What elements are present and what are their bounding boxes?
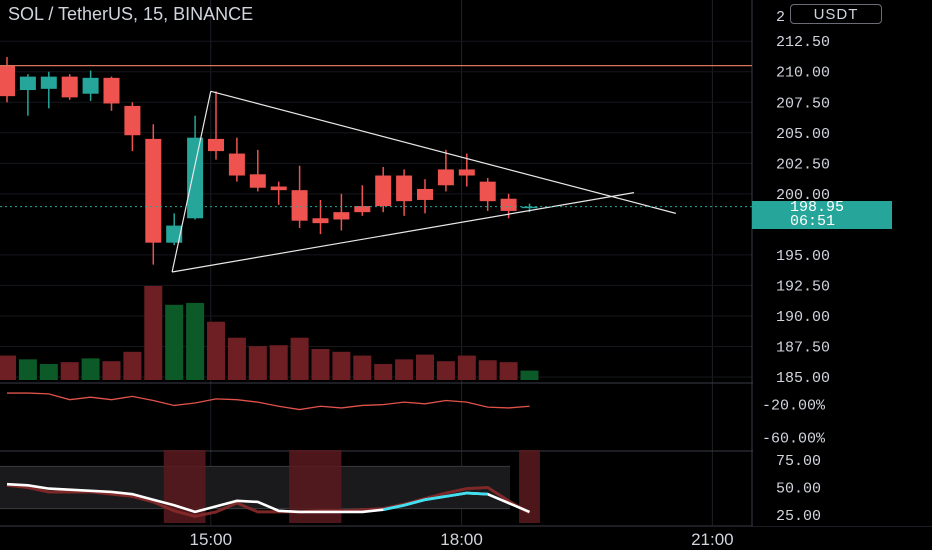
volume-bar — [81, 358, 100, 380]
volume-bar — [165, 304, 184, 380]
candle-body — [103, 77, 120, 104]
currency-button[interactable]: USDT — [790, 4, 882, 24]
candle-body — [437, 169, 454, 186]
candle-body — [375, 175, 392, 207]
volume-bar — [248, 346, 267, 380]
candle-body — [333, 212, 350, 220]
volume-bar — [457, 355, 476, 380]
price-axis-label: 205.00 — [776, 126, 830, 143]
price-axis-label: 187.50 — [776, 339, 830, 356]
volume-bar — [290, 337, 309, 380]
volume-bar — [311, 348, 330, 380]
volume-bar — [186, 302, 205, 380]
time-axis[interactable]: 15:00 18:00 21:00 — [190, 530, 734, 549]
candle-body — [521, 206, 538, 209]
volume-bar — [39, 364, 58, 380]
time-axis-label: 21:00 — [691, 530, 734, 549]
volume-bar — [395, 359, 414, 380]
price-axis-label: 210.00 — [776, 65, 830, 82]
triangle-lower-line — [172, 192, 635, 273]
candle-body — [500, 198, 517, 211]
candle-body — [124, 105, 141, 136]
candle-body — [354, 206, 371, 213]
oscillator-2-lines — [6, 482, 531, 518]
bar-countdown: 06:51 — [790, 213, 836, 230]
candlesticks — [0, 57, 538, 265]
volume-bar — [269, 345, 288, 380]
candle-body — [145, 138, 162, 243]
candle-body — [249, 174, 266, 188]
volume-bar — [227, 337, 246, 380]
price-axis-label: 200.00 — [776, 187, 830, 204]
oscillator-1-axis-label: -60.00% — [762, 431, 826, 448]
candle-body — [228, 153, 245, 176]
candle-body — [312, 218, 329, 224]
volume-bar — [123, 351, 142, 380]
candle-body — [82, 77, 99, 94]
candle-body — [458, 169, 475, 176]
price-axis-label: 202.50 — [776, 156, 830, 173]
candle-body — [61, 76, 78, 98]
volume-bar — [374, 364, 393, 380]
triangle-upper-line — [210, 90, 676, 214]
oscillator-2-axis-label: 75.00 — [776, 453, 821, 470]
volume-bar — [60, 362, 79, 380]
oscillator-1-line — [7, 392, 530, 411]
candle-body — [270, 186, 287, 191]
volume-bars — [0, 286, 539, 380]
time-axis-label: 18:00 — [440, 530, 483, 549]
price-axis-label: 190.00 — [776, 309, 830, 326]
trend-lines — [0, 65, 752, 273]
candle-body — [479, 181, 496, 202]
candle-body — [0, 65, 15, 97]
price-axis-label: 2 — [776, 9, 785, 26]
price-axis-label: 185.00 — [776, 370, 830, 387]
price-axis-label: 207.50 — [776, 95, 830, 112]
oscillator-2-axis-label: 50.00 — [776, 481, 821, 498]
volume-bar — [436, 361, 455, 380]
triangle-left-edge — [171, 91, 212, 273]
oscillator-2-shaded-region — [519, 450, 540, 523]
volume-bar — [102, 361, 121, 380]
volume-bar — [353, 355, 372, 380]
price-axis-label: 195.00 — [776, 248, 830, 265]
volume-bar — [499, 362, 518, 380]
volume-bar — [0, 355, 16, 380]
price-axis-label: 212.50 — [776, 34, 830, 51]
volume-bar — [416, 354, 434, 380]
oscillator-1-line — [7, 392, 530, 411]
candle-body — [396, 175, 413, 202]
volume-bar — [18, 359, 37, 380]
candle-body — [417, 188, 433, 200]
candle-body — [40, 76, 57, 89]
oscillator-2-axis-label: 25.00 — [776, 508, 821, 525]
volume-bar — [520, 370, 539, 380]
candle-body — [187, 137, 204, 219]
chart-title: SOL / TetherUS, 15, BINANCE — [8, 4, 254, 24]
oscillator-1-axis-label: -20.00% — [762, 398, 826, 415]
axis-background — [753, 0, 932, 526]
volume-bar — [207, 321, 225, 380]
last-price-value: 198.95 — [790, 199, 845, 216]
volume-bar — [332, 351, 351, 380]
last-price-tag: 198.95 06:51 — [752, 199, 892, 230]
candle-body — [208, 138, 224, 152]
price-axis-label: 192.50 — [776, 278, 830, 295]
volume-bar — [144, 286, 163, 380]
time-axis-label: 15:00 — [190, 530, 233, 549]
candle-body — [166, 225, 183, 243]
candle-body — [19, 76, 36, 91]
oscillator-2-highlight — [382, 491, 488, 512]
candle-body — [291, 190, 308, 221]
price-axis[interactable]: 2 212.50 210.00 207.50 205.00 202.50 200.00 195… — [753, 0, 932, 526]
volume-bar — [478, 360, 497, 380]
